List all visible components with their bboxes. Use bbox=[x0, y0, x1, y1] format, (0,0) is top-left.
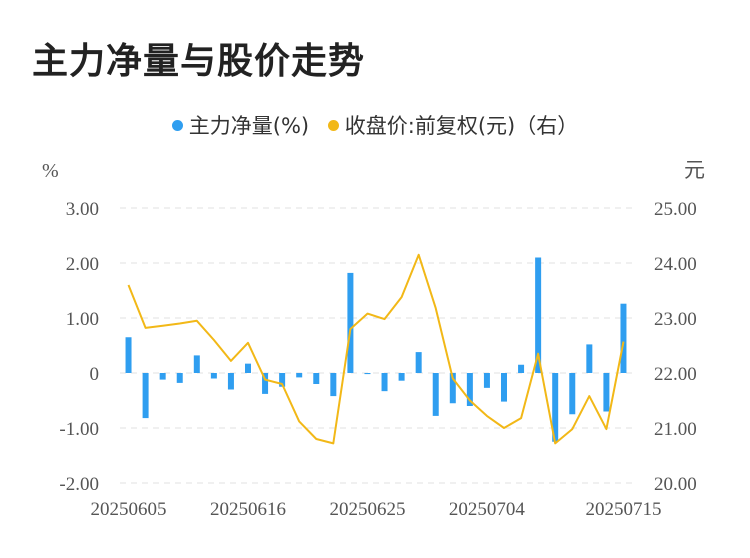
legend-item-line[interactable]: 收盘价:前复权(元)（右） bbox=[327, 110, 579, 140]
bar bbox=[415, 352, 422, 373]
bar bbox=[552, 373, 559, 442]
bar bbox=[432, 373, 439, 416]
legend-item-bar[interactable]: 主力净量(%) bbox=[171, 110, 310, 140]
y-right-tick-label: 23.00 bbox=[654, 309, 697, 330]
bar bbox=[398, 373, 405, 381]
price-line bbox=[127, 253, 625, 445]
bar bbox=[518, 364, 525, 373]
bar bbox=[227, 373, 234, 390]
y-right-tick-label: 20.00 bbox=[654, 474, 697, 495]
y-left-tick-label: 2.00 bbox=[66, 254, 99, 275]
bar bbox=[296, 373, 303, 378]
legend: 主力净量(%) 收盘价:前复权(元)（右） bbox=[0, 110, 750, 140]
y-right-tick-label: 24.00 bbox=[654, 254, 697, 275]
y-left-tick-label: 0 bbox=[90, 364, 100, 385]
bar bbox=[279, 373, 286, 387]
bar bbox=[569, 373, 576, 415]
bar bbox=[483, 373, 490, 388]
bar bbox=[381, 373, 388, 392]
bar bbox=[262, 373, 269, 394]
x-tick-label: 20250616 bbox=[210, 499, 286, 520]
bar bbox=[210, 373, 217, 379]
legend-label-bar: 主力净量(%) bbox=[188, 114, 310, 138]
y-right-tick-label: 21.00 bbox=[654, 419, 697, 440]
y-left-tick-label: 3.00 bbox=[66, 199, 99, 220]
bar bbox=[466, 373, 473, 406]
bar bbox=[449, 373, 456, 404]
bar bbox=[535, 257, 542, 373]
x-tick-label: 20250625 bbox=[329, 499, 405, 520]
x-tick-label: 20250704 bbox=[449, 499, 526, 520]
legend-dot-bar bbox=[171, 119, 183, 131]
legend-label-line: 收盘价:前复权(元)（右） bbox=[344, 114, 579, 138]
y-left-tick-label: 1.00 bbox=[66, 309, 99, 330]
y-left-tick-label: -1.00 bbox=[59, 419, 99, 440]
bar bbox=[364, 373, 371, 375]
bar bbox=[313, 373, 320, 384]
x-tick-label: 20250715 bbox=[585, 499, 661, 520]
bar bbox=[142, 373, 149, 419]
bar bbox=[193, 355, 200, 373]
chart-title: 主力净量与股价走势 bbox=[32, 41, 366, 82]
bar bbox=[347, 272, 354, 373]
bar bbox=[125, 337, 132, 373]
y-left-unit: % bbox=[42, 160, 59, 182]
x-tick-label: 20250605 bbox=[91, 499, 167, 520]
bar bbox=[501, 373, 507, 402]
y-left-tick-label: -2.00 bbox=[59, 474, 99, 495]
bar bbox=[176, 373, 183, 383]
bar bbox=[620, 303, 627, 373]
bar bbox=[245, 363, 251, 373]
y-right-tick-label: 25.00 bbox=[654, 199, 697, 220]
bar bbox=[159, 373, 166, 380]
bar bbox=[330, 373, 337, 397]
bar bbox=[586, 344, 593, 373]
y-right-tick-label: 22.00 bbox=[654, 364, 697, 385]
y-right-unit: 元 bbox=[684, 158, 705, 182]
bar bbox=[603, 373, 610, 412]
legend-dot-line bbox=[327, 119, 339, 131]
